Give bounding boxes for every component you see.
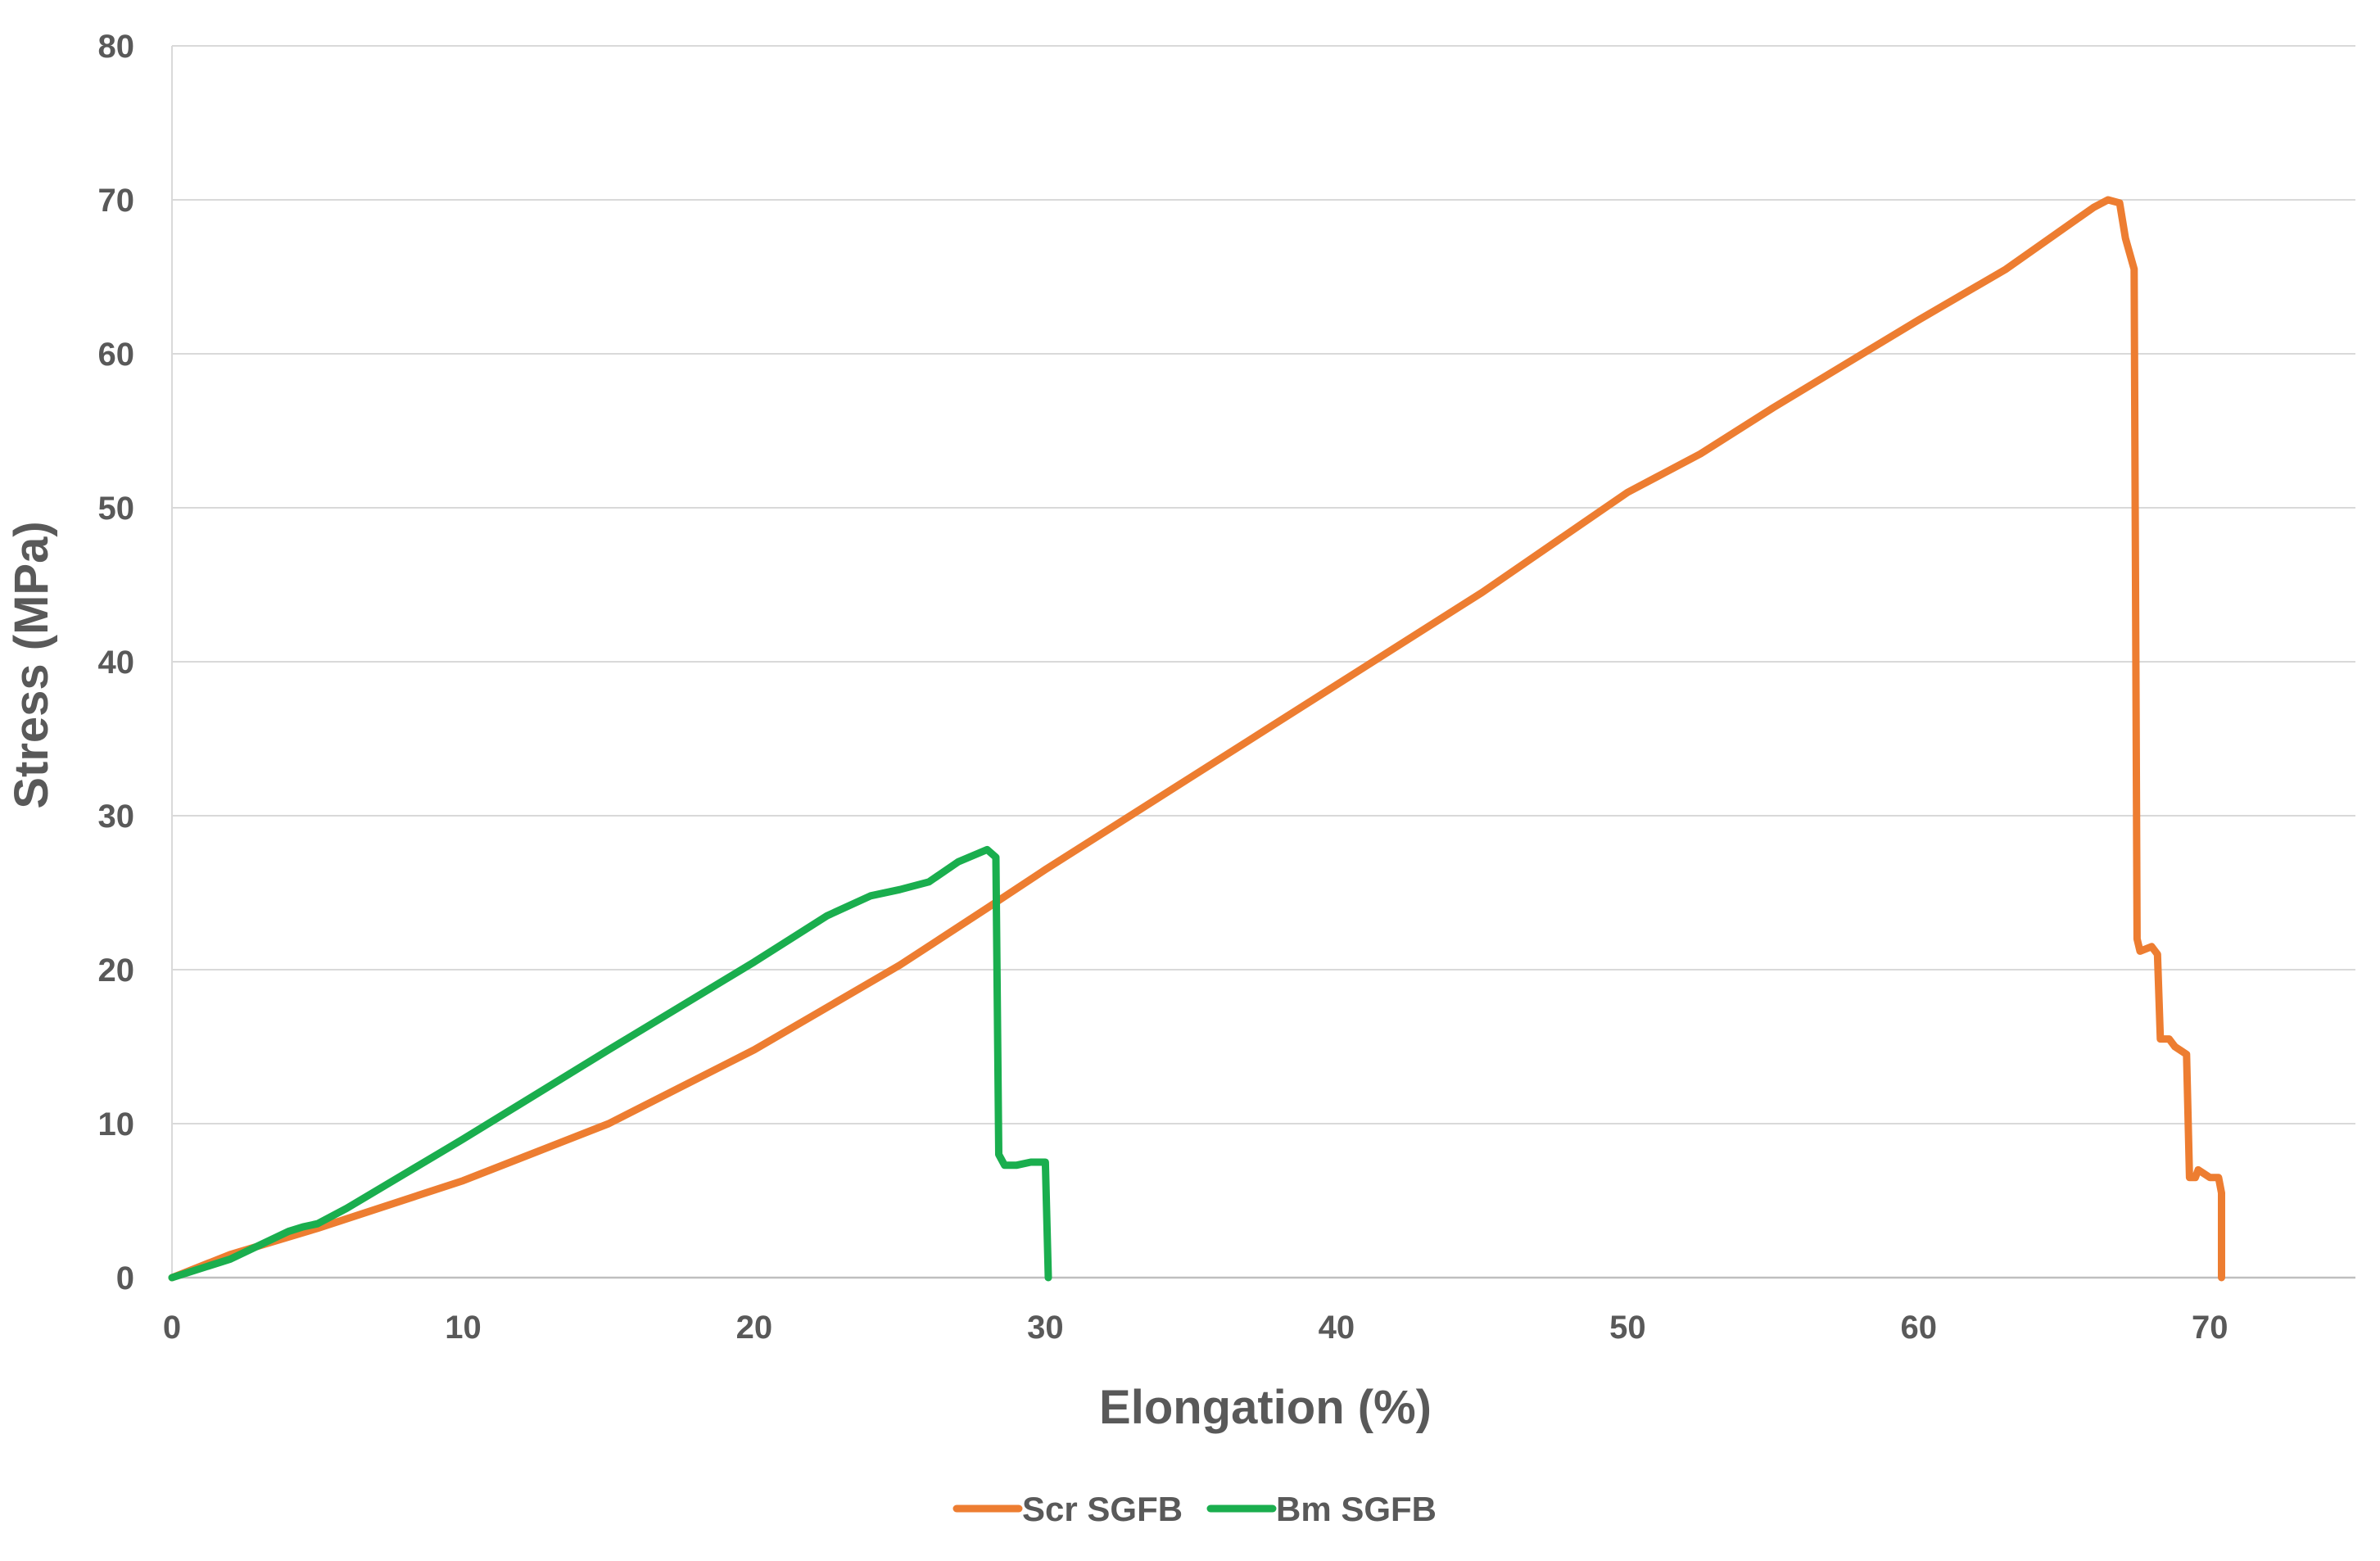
x-tick-label: 40 bbox=[1319, 1310, 1355, 1346]
y-tick-label: 50 bbox=[98, 491, 135, 527]
y-tick-label: 80 bbox=[98, 29, 135, 65]
legend: Scr SGFB Bm SGFB bbox=[952, 1490, 1437, 1528]
x-tick-label: 20 bbox=[736, 1310, 773, 1346]
x-tick-label: 10 bbox=[445, 1310, 482, 1346]
legend-label-bm-sgfb: Bm SGFB bbox=[1276, 1490, 1437, 1528]
y-tick-label: 0 bbox=[116, 1260, 134, 1296]
series-line-scr-sgfb bbox=[168, 196, 2225, 1282]
gridlines bbox=[172, 45, 2355, 1124]
x-tick-label: 60 bbox=[1901, 1310, 1938, 1346]
y-tick-label: 30 bbox=[98, 799, 135, 835]
y-axis-title: Stress (MPa) bbox=[5, 521, 58, 808]
x-tick-label: 50 bbox=[1609, 1310, 1646, 1346]
axes bbox=[171, 46, 2355, 1279]
legend-label-scr-sgfb: Scr SGFB bbox=[1022, 1490, 1183, 1528]
x-tick-label: 70 bbox=[2192, 1310, 2228, 1346]
y-tick-label: 60 bbox=[98, 337, 135, 373]
y-tick-label: 70 bbox=[98, 183, 135, 219]
y-axis-tick-labels: 0 10 20 30 40 50 60 70 80 bbox=[98, 29, 135, 1296]
y-tick-label: 20 bbox=[98, 952, 135, 989]
y-tick-label: 10 bbox=[98, 1106, 135, 1142]
x-axis-tick-labels: 0 10 20 30 40 50 60 70 bbox=[163, 1310, 2228, 1346]
x-tick-label: 30 bbox=[1027, 1310, 1064, 1346]
y-tick-label: 40 bbox=[98, 645, 135, 681]
series-line-bm-sgfb bbox=[168, 845, 1052, 1282]
x-axis-title: Elongation (%) bbox=[1099, 1381, 1432, 1434]
x-tick-label: 0 bbox=[163, 1310, 181, 1346]
series-layer bbox=[168, 196, 2225, 1282]
